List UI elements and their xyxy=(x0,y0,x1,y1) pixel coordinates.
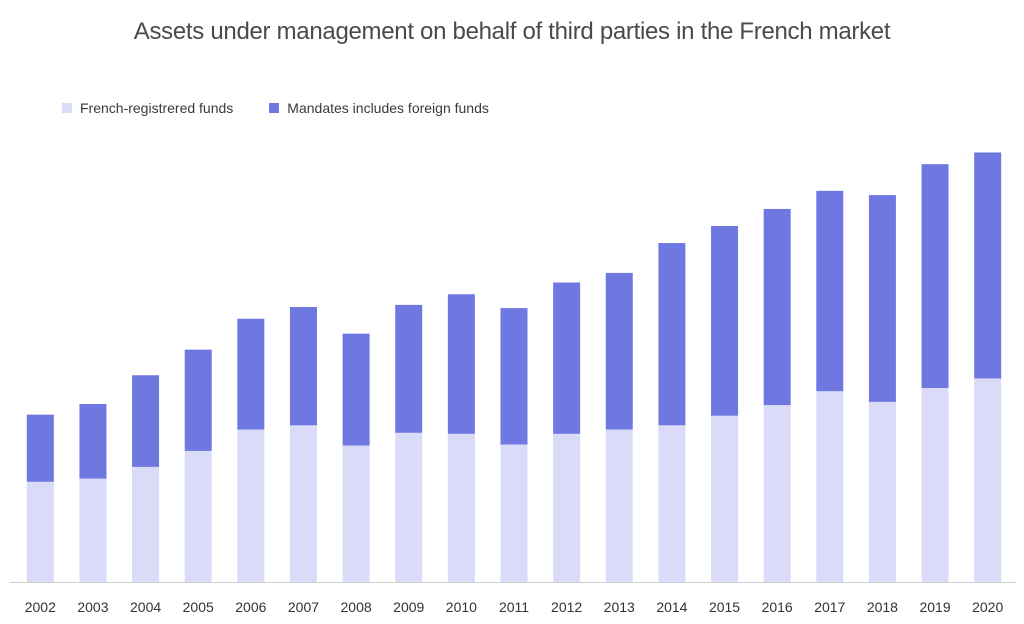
x-tick-label-2019: 2019 xyxy=(919,599,950,615)
bar-mandates-2006 xyxy=(237,318,265,430)
bar-mandates-2020 xyxy=(974,152,1002,379)
legend-swatch-french-funds xyxy=(62,103,72,113)
bar-mandates-2010 xyxy=(447,294,475,434)
x-tick-label-2004: 2004 xyxy=(130,599,161,615)
bar-french-funds-2003 xyxy=(79,478,107,582)
bar-mandates-2004 xyxy=(132,375,160,467)
legend: French-registrered funds Mandates includ… xyxy=(62,100,489,116)
bar-french-funds-2017 xyxy=(816,391,844,582)
bar-mandates-2011 xyxy=(500,308,528,445)
chart-title: Assets under management on behalf of thi… xyxy=(133,18,891,45)
bar-mandates-2016 xyxy=(763,208,791,406)
bar-mandates-2005 xyxy=(184,349,212,451)
x-tick-label-2013: 2013 xyxy=(604,599,635,615)
bar-french-funds-2009 xyxy=(395,432,423,582)
bar-french-funds-2012 xyxy=(553,433,581,582)
bar-french-funds-2018 xyxy=(868,401,896,582)
legend-item-mandates: Mandates includes foreign funds xyxy=(269,100,489,116)
x-tick-label-2005: 2005 xyxy=(183,599,214,615)
bar-mandates-2017 xyxy=(816,190,844,392)
x-tick-label-2018: 2018 xyxy=(867,599,898,615)
bar-french-funds-2010 xyxy=(447,433,475,582)
bar-mandates-2012 xyxy=(553,282,581,434)
legend-swatch-mandates xyxy=(269,103,280,113)
bar-french-funds-2015 xyxy=(711,415,739,582)
x-tick-label-2011: 2011 xyxy=(499,599,529,615)
bar-french-funds-2005 xyxy=(184,450,212,582)
bar-mandates-2009 xyxy=(395,304,423,433)
bar-mandates-2018 xyxy=(868,195,896,402)
x-tick-label-2016: 2016 xyxy=(762,599,793,615)
bar-mandates-2008 xyxy=(342,333,370,446)
bar-french-funds-2020 xyxy=(974,378,1002,582)
x-tick-label-2002: 2002 xyxy=(25,599,56,615)
bar-mandates-2003 xyxy=(79,404,107,479)
bar-french-funds-2016 xyxy=(763,405,791,582)
bar-mandates-2015 xyxy=(711,226,739,416)
x-tick-label-2008: 2008 xyxy=(341,599,372,615)
x-tick-label-2007: 2007 xyxy=(288,599,319,615)
bar-mandates-2007 xyxy=(289,307,317,426)
bar-mandates-2019 xyxy=(921,164,949,389)
x-tick-label-2010: 2010 xyxy=(446,599,477,615)
legend-item-french-funds: French-registrered funds xyxy=(62,100,233,116)
x-tick-label-2012: 2012 xyxy=(551,599,582,615)
bar-mandates-2014 xyxy=(658,243,686,426)
x-tick-label-2015: 2015 xyxy=(709,599,740,615)
x-tick-label-2014: 2014 xyxy=(656,599,687,615)
bar-french-funds-2014 xyxy=(658,425,686,582)
bar-french-funds-2011 xyxy=(500,444,528,582)
x-tick-label-2009: 2009 xyxy=(393,599,424,615)
bar-french-funds-2006 xyxy=(237,429,265,582)
legend-label-mandates: Mandates includes foreign funds xyxy=(287,100,489,116)
x-tick-label-2006: 2006 xyxy=(235,599,266,615)
bar-french-funds-2002 xyxy=(26,481,54,582)
bar-french-funds-2013 xyxy=(605,429,633,582)
bar-mandates-2013 xyxy=(605,272,633,430)
bar-mandates-2002 xyxy=(26,414,54,482)
x-tick-label-2017: 2017 xyxy=(814,599,845,615)
bar-french-funds-2019 xyxy=(921,388,949,582)
bar-french-funds-2007 xyxy=(289,425,317,582)
x-tick-label-2020: 2020 xyxy=(972,599,1003,615)
bar-french-funds-2004 xyxy=(132,466,160,582)
legend-label-french-funds: French-registrered funds xyxy=(80,100,234,116)
x-tick-label-2003: 2003 xyxy=(77,599,108,615)
bar-french-funds-2008 xyxy=(342,445,370,582)
